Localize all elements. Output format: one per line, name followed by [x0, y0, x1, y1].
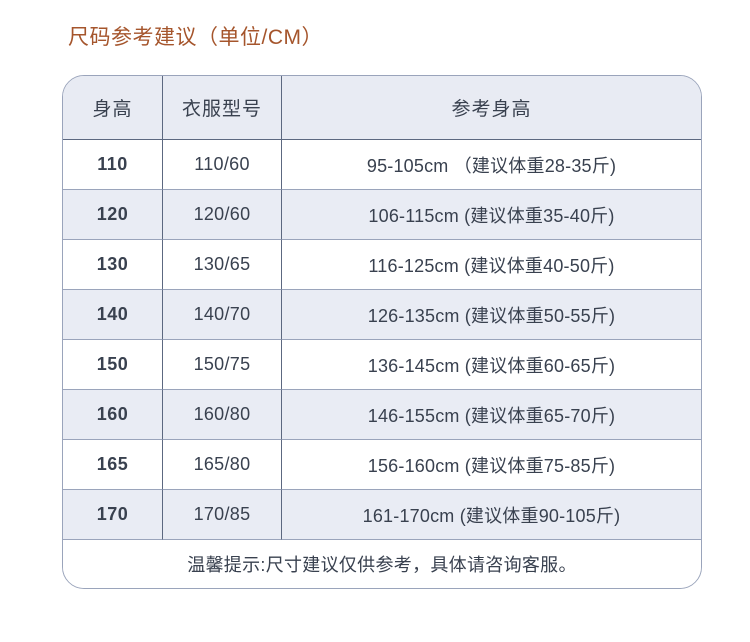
table-row: 160 160/80 146-155cm (建议体重65-70斤) [63, 390, 701, 440]
cell-model: 120/60 [163, 190, 282, 240]
page-title: 尺码参考建议（单位/CM） [68, 26, 323, 49]
table-row: 130 130/65 116-125cm (建议体重40-50斤) [63, 240, 701, 290]
cell-model: 150/75 [163, 340, 282, 390]
size-reference-table: 身高 衣服型号 参考身高 110 110/60 95-105cm （建议体重28… [62, 75, 702, 589]
cell-height: 165 [63, 440, 163, 490]
cell-reference: 116-125cm (建议体重40-50斤) [282, 240, 701, 290]
cell-reference: 161-170cm (建议体重90-105斤) [282, 490, 701, 540]
footer-note: 温馨提示:尺寸建议仅供参考，具体请咨询客服。 [63, 540, 701, 588]
table-row: 120 120/60 106-115cm (建议体重35-40斤) [63, 190, 701, 240]
cell-height: 140 [63, 290, 163, 340]
cell-model: 140/70 [163, 290, 282, 340]
table-row: 140 140/70 126-135cm (建议体重50-55斤) [63, 290, 701, 340]
table-body: 110 110/60 95-105cm （建议体重28-35斤) 120 120… [63, 140, 701, 588]
table-row: 170 170/85 161-170cm (建议体重90-105斤) [63, 490, 701, 540]
cell-height: 130 [63, 240, 163, 290]
table-header: 身高 衣服型号 参考身高 [63, 76, 701, 140]
table-footer-row: 温馨提示:尺寸建议仅供参考，具体请咨询客服。 [63, 540, 701, 588]
cell-model: 110/60 [163, 140, 282, 190]
cell-height: 170 [63, 490, 163, 540]
cell-reference: 136-145cm (建议体重60-65斤) [282, 340, 701, 390]
cell-reference: 156-160cm (建议体重75-85斤) [282, 440, 701, 490]
cell-height: 160 [63, 390, 163, 440]
cell-reference: 106-115cm (建议体重35-40斤) [282, 190, 701, 240]
cell-model: 165/80 [163, 440, 282, 490]
cell-model: 130/65 [163, 240, 282, 290]
cell-reference: 146-155cm (建议体重65-70斤) [282, 390, 701, 440]
table-header-row: 身高 衣服型号 参考身高 [63, 76, 701, 140]
cell-reference: 126-135cm (建议体重50-55斤) [282, 290, 701, 340]
table-row: 150 150/75 136-145cm (建议体重60-65斤) [63, 340, 701, 390]
cell-height: 150 [63, 340, 163, 390]
cell-height: 120 [63, 190, 163, 240]
column-header-height: 身高 [63, 76, 163, 140]
cell-height: 110 [63, 140, 163, 190]
cell-reference: 95-105cm （建议体重28-35斤) [282, 140, 701, 190]
cell-model: 160/80 [163, 390, 282, 440]
cell-model: 170/85 [163, 490, 282, 540]
column-header-model: 衣服型号 [163, 76, 282, 140]
table-row: 110 110/60 95-105cm （建议体重28-35斤) [63, 140, 701, 190]
size-table-container: 身高 衣服型号 参考身高 110 110/60 95-105cm （建议体重28… [62, 75, 702, 589]
table-row: 165 165/80 156-160cm (建议体重75-85斤) [63, 440, 701, 490]
column-header-reference: 参考身高 [282, 76, 701, 140]
